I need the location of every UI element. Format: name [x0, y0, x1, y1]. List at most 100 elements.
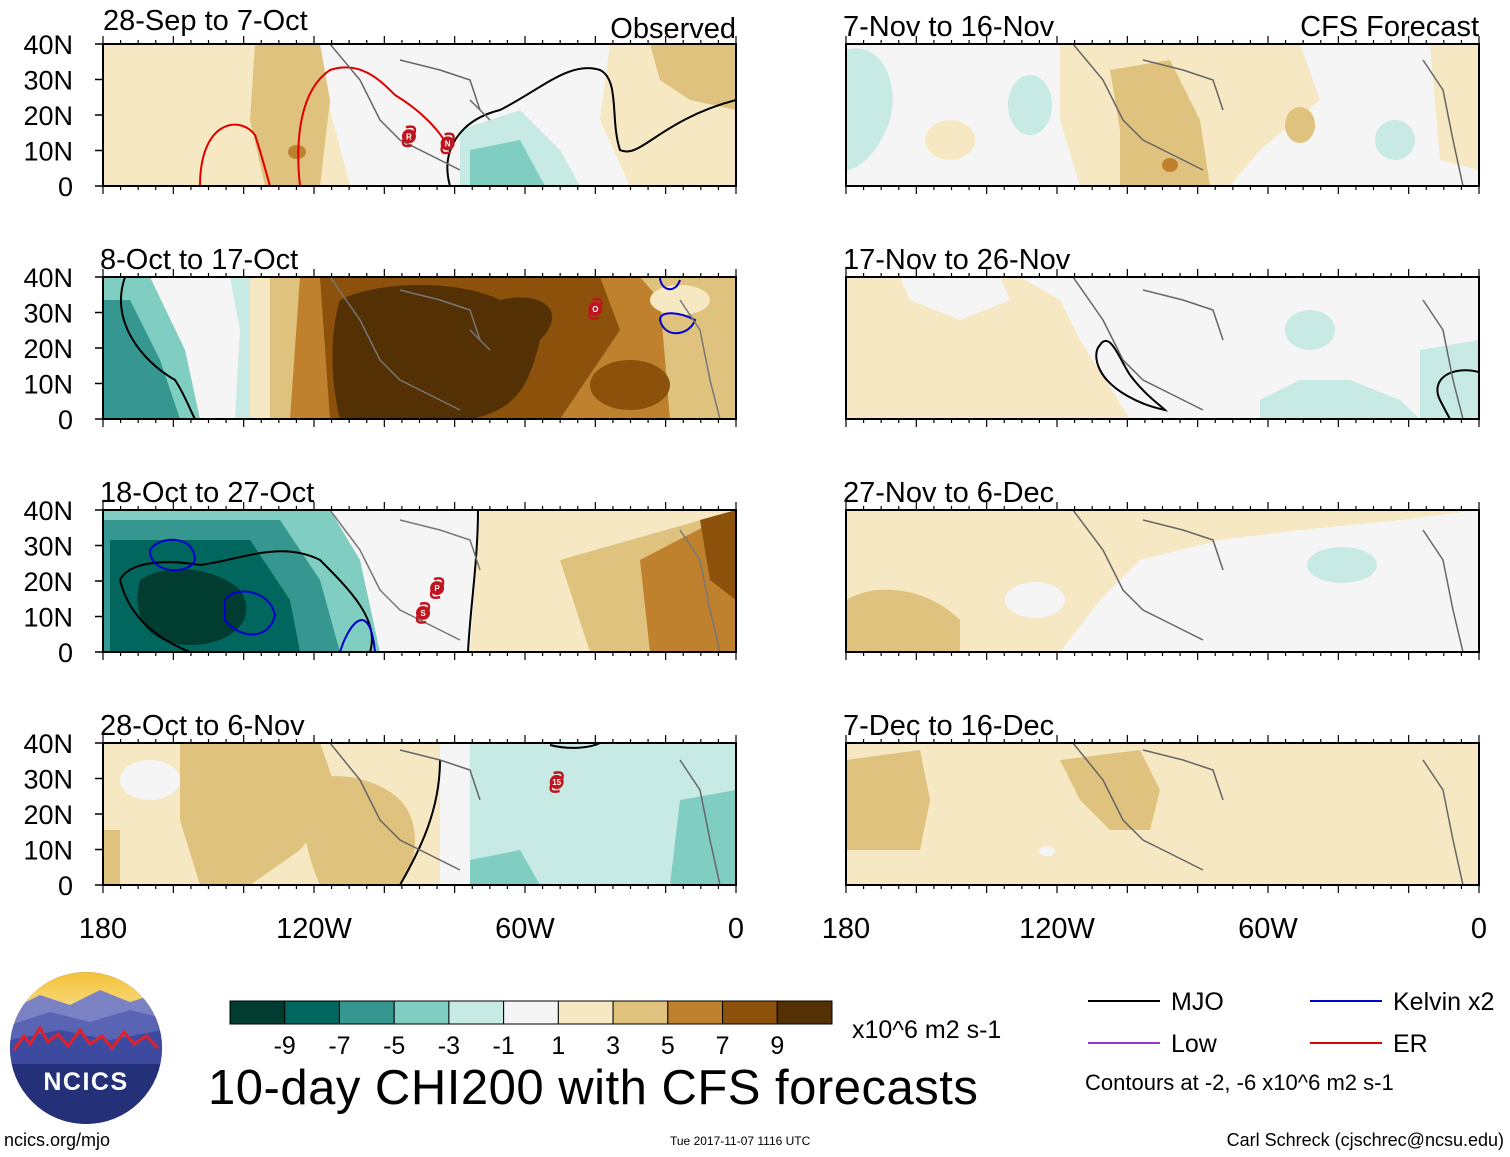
colorbar: -9 -7 -5 -3 -1 1 3 5 7 9	[229, 1000, 833, 1060]
storm-marker: S	[415, 602, 431, 624]
coastline	[329, 277, 721, 419]
kelvin-contour	[148, 538, 197, 572]
panel-7: 7-Dec to 16-Dec	[843, 710, 1480, 886]
er-contour	[199, 123, 271, 186]
field-region	[700, 510, 736, 600]
y-tick-label: 30N	[23, 532, 73, 562]
panel-title: 17-Nov to 26-Nov	[843, 244, 1071, 276]
colorbar-swatch	[284, 1000, 340, 1025]
colorbar-swatch	[612, 1000, 669, 1025]
y-tick-label: 40N	[23, 496, 73, 526]
colorbar-tick-label: 5	[661, 1032, 675, 1060]
colorbar-swatch	[557, 1000, 614, 1025]
colorbar-tick-label: -9	[274, 1032, 296, 1060]
field-region	[1430, 44, 1479, 170]
field-region	[1375, 120, 1415, 160]
legend-label-er: ER	[1393, 1030, 1428, 1058]
colorbar-swatch	[338, 1000, 395, 1025]
legend-label-mjo: MJO	[1171, 988, 1224, 1016]
author-credit: Carl Schreck (cjschrec@ncsu.edu)	[1226, 1130, 1504, 1150]
field-region	[846, 48, 893, 170]
field-region	[1260, 380, 1420, 419]
y-tick-label: 40N	[23, 729, 73, 759]
coastline	[329, 44, 491, 171]
y-tick-label: 40N	[23, 30, 73, 60]
line-legend: MJO Kelvin x2 Low ER Contours at -2, -6 …	[1085, 988, 1494, 1095]
field-region	[332, 285, 553, 419]
figure-title: 10-day CHI200 with CFS forecasts	[208, 1061, 979, 1115]
storm-layer: R N O P S 15	[401, 125, 603, 793]
field-region	[120, 760, 180, 800]
panel-5: 17-Nov to 26-Nov	[843, 244, 1480, 420]
y-tick-label: 30N	[23, 765, 73, 795]
field-region	[103, 830, 120, 885]
colorbar-tick-label: -3	[438, 1032, 460, 1060]
kelvin-contour	[659, 277, 681, 291]
field-region	[1008, 75, 1052, 135]
mjo-contour	[1095, 340, 1169, 412]
colorbar-units: x10^6 m2 s-1	[852, 1016, 1001, 1044]
colorbar-tick-label: 3	[606, 1032, 620, 1060]
field-region	[180, 743, 340, 885]
panel-title: 7-Dec to 16-Dec	[843, 710, 1054, 742]
kelvin-contour	[658, 312, 697, 335]
field-region	[846, 277, 1130, 419]
field-region	[137, 569, 247, 645]
y-tick-label: 20N	[23, 567, 73, 597]
colorbar-swatch	[776, 1000, 833, 1025]
field-region	[900, 277, 1010, 320]
observed-label: Observed	[610, 13, 736, 45]
x-tick-label: 60W	[1238, 913, 1298, 945]
coastline	[1072, 510, 1464, 652]
field-region	[1060, 750, 1160, 830]
coastline	[1072, 277, 1464, 419]
mjo-contour	[549, 743, 601, 749]
colorbar-swatch	[667, 1000, 724, 1025]
timestamp: Tue 2017-11-07 1116 UTC	[670, 1134, 811, 1148]
field-region	[1162, 158, 1178, 172]
colorbar-tick-label: 1	[551, 1032, 565, 1060]
colorbar-tick-label: -7	[328, 1032, 350, 1060]
panel-title: 27-Nov to 6-Dec	[843, 477, 1054, 509]
y-tick-label: 0	[58, 172, 73, 202]
field-region	[288, 145, 306, 159]
panel-0: 28-Sep to 7-Oct Observed	[102, 5, 737, 187]
panel-title: 28-Oct to 6-Nov	[100, 710, 305, 742]
logo-text: NCICS	[43, 1068, 128, 1096]
storm-label: O	[592, 305, 598, 314]
field-region	[470, 743, 736, 885]
storm-label: R	[406, 132, 412, 141]
x-tick-label: 180	[822, 913, 870, 945]
mjo-contour	[399, 759, 441, 885]
storm-label: P	[434, 584, 440, 593]
field-region	[1285, 107, 1315, 143]
legend-label-kelvin: Kelvin x2	[1393, 988, 1494, 1016]
field-region	[1060, 510, 1479, 652]
field-region	[303, 776, 415, 885]
kelvin-contour	[339, 619, 376, 652]
x-tick-label: 120W	[1019, 913, 1095, 945]
panel-title: 7-Nov to 16-Nov	[843, 11, 1055, 43]
website-link[interactable]: ncics.org/mjo	[4, 1130, 111, 1150]
y-tick-label: 20N	[23, 334, 73, 364]
contour-note: Contours at -2, -6 x10^6 m2 s-1	[1085, 1070, 1394, 1095]
storm-marker: N	[440, 132, 455, 155]
colorbar-swatch	[229, 1000, 286, 1025]
mjo-contour	[467, 510, 479, 652]
colorbar-swatch	[722, 1000, 778, 1025]
colorbar-swatch	[503, 1000, 559, 1025]
legend-label-low: Low	[1171, 1030, 1218, 1058]
y-tick-label: 0	[58, 871, 73, 901]
coastline	[329, 510, 721, 652]
field-region	[250, 44, 330, 186]
ncics-logo: NCICS	[10, 972, 162, 1124]
y-tick-label: 0	[58, 638, 73, 668]
y-tick-label: 10N	[23, 836, 73, 866]
storm-marker: P	[429, 577, 445, 600]
panel-2: 18-Oct to 27-Oct	[100, 477, 737, 653]
y-tick-label: 30N	[23, 299, 73, 329]
field-region	[1307, 547, 1377, 583]
colorbar-tick-label: -5	[383, 1032, 405, 1060]
storm-label: 15	[552, 778, 561, 787]
field-region	[1039, 846, 1055, 856]
